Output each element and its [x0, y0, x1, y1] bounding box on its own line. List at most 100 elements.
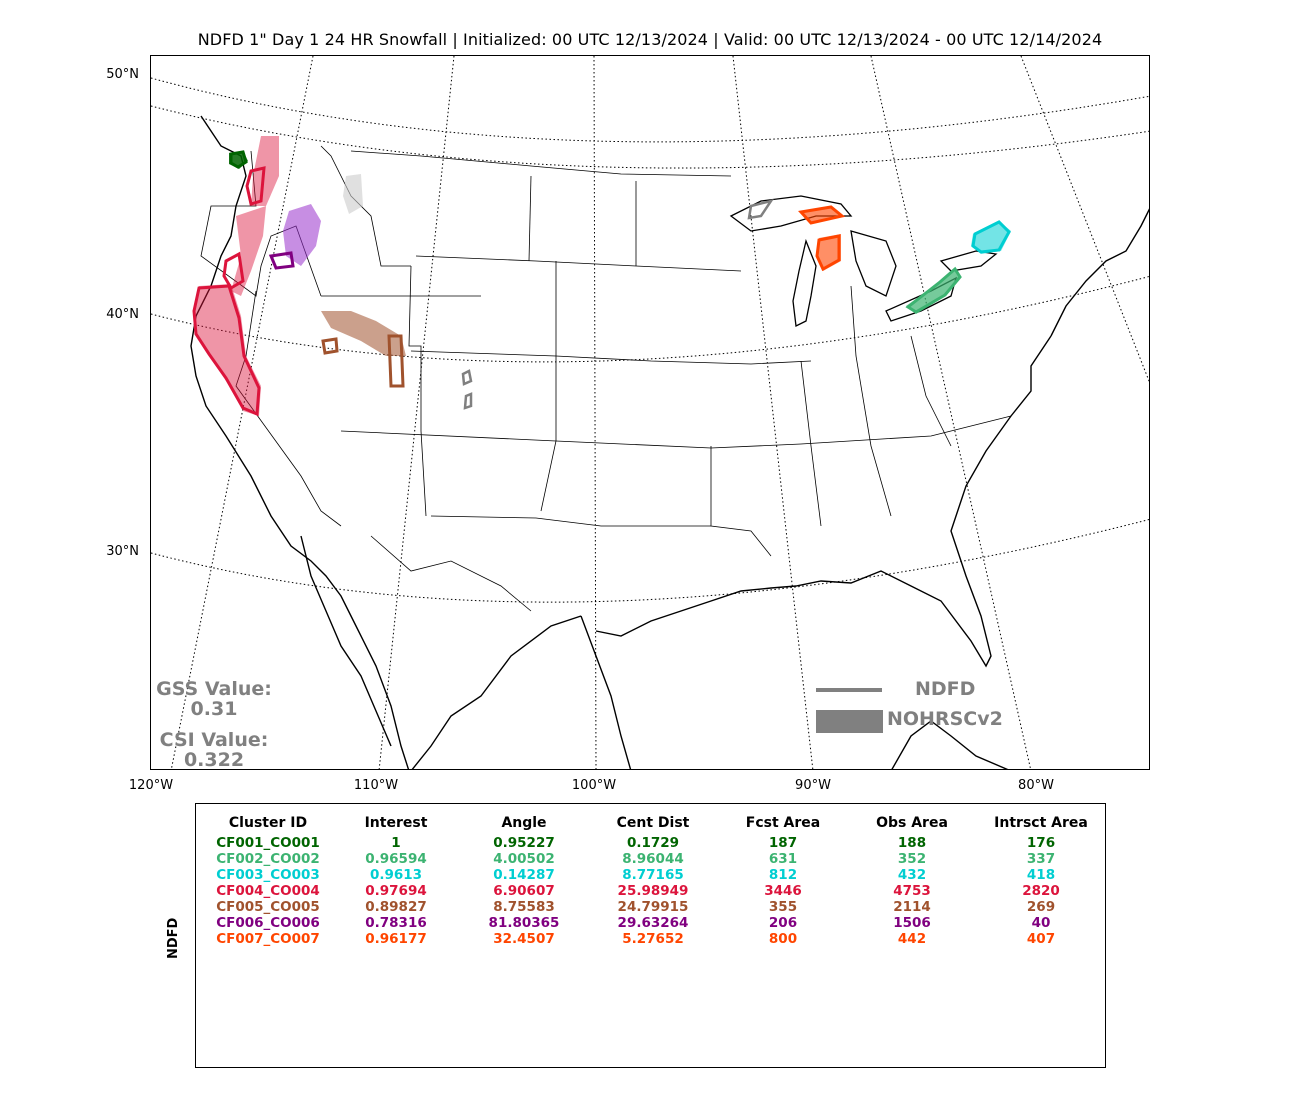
lake-huron: [850, 230, 897, 297]
border-45n: [415, 255, 742, 272]
header-fcst-area: Fcst Area: [745, 815, 821, 831]
border-ms-al: [800, 360, 822, 527]
cell-obs-area: 352: [897, 851, 927, 867]
cell-intrsct-area: 407: [1026, 931, 1056, 947]
cell-angle: 0.14287: [493, 867, 555, 883]
chart-title: NDFD 1" Day 1 24 HR Snowfall | Initializ…: [197, 30, 1103, 49]
graticule: [151, 56, 1149, 769]
cell-interest: 0.96177: [365, 931, 427, 947]
border-id-mt: [320, 145, 411, 267]
cf006-observed: [283, 204, 321, 266]
cf006-forecast: [268, 251, 295, 270]
cell-cluster-id: CF004_CO004: [216, 883, 320, 899]
cf007-forecast-north: [798, 205, 846, 225]
cf002-forecast: [905, 266, 962, 314]
cell-obs-area: 432: [897, 867, 927, 883]
cell-cluster-id: CF006_CO006: [216, 915, 320, 931]
border-co-east: [540, 261, 557, 512]
cell-angle: 8.75583: [493, 899, 555, 915]
cf005-forecast-east: [387, 334, 405, 388]
baja-inner: [300, 535, 392, 747]
lon-line-85: [870, 56, 1032, 769]
cell-fcst-area: 206: [768, 915, 798, 931]
cell-cluster-id: CF005_CO005: [216, 899, 320, 915]
gss-label: GSS Value:: [156, 678, 272, 700]
lat-label-40: 40°N: [106, 307, 139, 322]
cell-obs-area: 2114: [893, 899, 931, 915]
coastline: [190, 115, 1149, 769]
cell-intrsct-area: 337: [1026, 851, 1056, 867]
cell-angle: 0.95227: [493, 835, 555, 851]
cell-cent-dist: 24.79915: [617, 899, 689, 915]
cell-fcst-area: 812: [768, 867, 798, 883]
cell-angle: 4.00502: [493, 851, 555, 867]
cell-interest: 0.97694: [365, 883, 427, 899]
cf007-forecast-south: [815, 234, 841, 272]
cell-interest: 0.96594: [365, 851, 427, 867]
cf004-observed-south: [193, 284, 261, 416]
cluster-cf005: [321, 311, 406, 388]
west-coast: [190, 115, 410, 769]
cuba: [891, 720, 1009, 769]
cell-intrsct-area: 2820: [1022, 883, 1060, 899]
cell-obs-area: 1506: [893, 915, 931, 931]
border-ar-la: [710, 446, 772, 557]
cell-cent-dist: 0.1729: [626, 835, 680, 851]
cluster-cf006: [268, 204, 321, 270]
lon-label-80w: 80°W: [1018, 778, 1054, 793]
csi-value: 0.322: [183, 749, 245, 771]
state-borders: [200, 145, 1012, 612]
cell-fcst-area: 3446: [764, 883, 802, 899]
cf005-forecast-west: [321, 337, 339, 355]
border-sc-nc: [910, 335, 952, 447]
border-37n: [340, 415, 1012, 449]
lake-michigan: [792, 238, 817, 327]
lon-line-100: [593, 56, 597, 769]
map-panel: [150, 55, 1150, 770]
lon-label-90w: 90°W: [795, 778, 831, 793]
lat-line-40: [151, 276, 1149, 363]
great-lakes: [729, 195, 998, 327]
cf004-forecast-mid: [222, 251, 245, 291]
lat-label-30: 30°N: [106, 544, 139, 559]
header-intrsct-area: Intrsct Area: [994, 815, 1088, 831]
csi-label: CSI Value:: [159, 729, 269, 751]
ndfd-outline-co-1: [461, 369, 473, 386]
header-interest: Interest: [364, 815, 428, 831]
cell-obs-area: 188: [897, 835, 927, 851]
cell-fcst-area: 631: [768, 851, 798, 867]
cell-cluster-id: CF003_CO003: [216, 867, 320, 883]
cell-fcst-area: 355: [768, 899, 798, 915]
cell-fcst-area: 800: [768, 931, 798, 947]
border-mexico: [370, 535, 532, 612]
cf002-observed: [906, 268, 961, 314]
border-ca-nv: [235, 290, 342, 527]
cell-cent-dist: 8.77165: [622, 867, 684, 883]
legend-nohrsc-label: NOHRSCv2: [887, 708, 1003, 730]
cluster-cf001: [229, 150, 248, 169]
lat-line-30: [151, 518, 1149, 603]
map-svg: [151, 56, 1149, 769]
cell-intrsct-area: 176: [1026, 835, 1056, 851]
cell-cent-dist: 25.98949: [617, 883, 689, 899]
lon-line-115: [170, 56, 314, 769]
header-cent-dist: Cent Dist: [616, 815, 690, 831]
cell-interest: 0.89827: [365, 899, 427, 915]
lat-line-50: [151, 77, 1149, 143]
border-nd-mt: [528, 175, 532, 262]
cluster-cf004: [192, 136, 279, 417]
cluster-table: [195, 803, 1106, 1068]
cf004-forecast-south: [192, 284, 261, 417]
header-obs-area: Obs Area: [876, 815, 948, 831]
cf005-observed: [321, 311, 406, 356]
cell-obs-area: 4753: [893, 883, 931, 899]
ndfd-unmatched: [343, 174, 774, 410]
cell-intrsct-area: 40: [1031, 915, 1051, 931]
lat-label-50: 50°N: [106, 67, 139, 82]
cf001-forecast: [229, 150, 248, 169]
gss-value: 0.31: [190, 698, 238, 720]
cluster-cf002: [905, 266, 962, 314]
cell-intrsct-area: 418: [1026, 867, 1056, 883]
ndfd-outline-superior: [747, 199, 774, 220]
border-ga-al: [850, 285, 892, 517]
